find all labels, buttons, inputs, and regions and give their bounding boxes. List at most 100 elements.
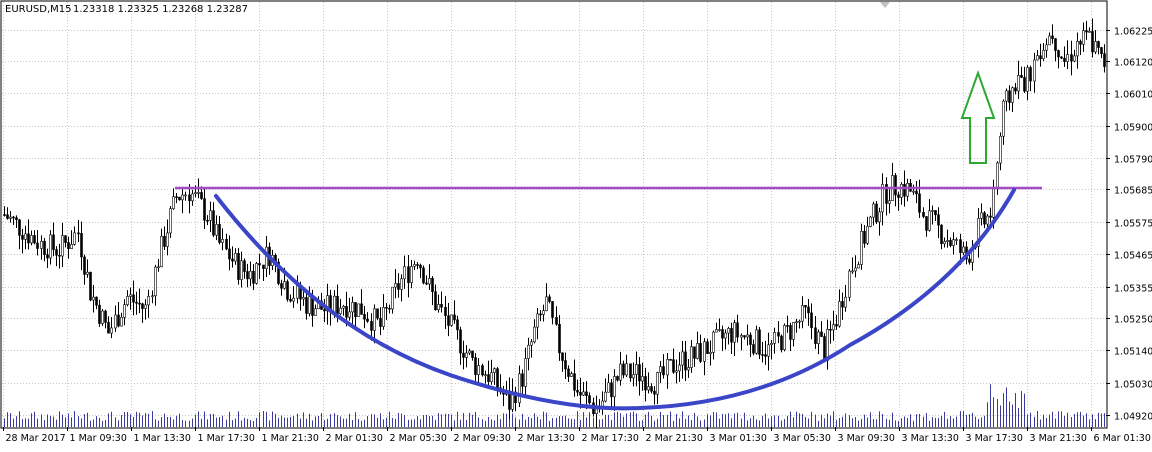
candle-body: [943, 241, 946, 245]
candle-body: [693, 346, 696, 359]
candle-body: [983, 212, 986, 225]
price-axis[interactable]: 1.06225 1.06120 1.06010 1.05900 1.05790 1.056…: [1106, 27, 1152, 423]
candle-body: [536, 313, 539, 328]
candle-body: [696, 343, 699, 359]
candle-body: [123, 304, 126, 318]
candle-body: [579, 391, 582, 396]
candle-body: [1011, 87, 1014, 103]
candle-body: [604, 391, 607, 402]
candle-body: [838, 301, 841, 327]
candle-body: [308, 296, 311, 314]
candle-body: [154, 266, 157, 297]
candle-body: [826, 328, 829, 361]
candle-body: [95, 296, 98, 306]
time-tick-label: 1 Mar 21:30: [262, 433, 319, 444]
candle-body: [703, 341, 706, 362]
candle-body: [255, 263, 258, 284]
candle-body: [462, 352, 465, 358]
candle-body: [348, 311, 351, 318]
candle-body: [518, 373, 521, 404]
candle-body: [1094, 41, 1097, 53]
candle-body: [258, 263, 261, 266]
candle-body: [1085, 30, 1088, 33]
candle-body: [699, 343, 702, 362]
candle-body: [151, 295, 154, 298]
candle-body: [379, 317, 382, 327]
candle-body: [681, 351, 684, 366]
candle-body: [848, 270, 851, 298]
candle-body: [1017, 75, 1020, 92]
candle-body: [181, 194, 184, 201]
candle-body: [92, 296, 95, 301]
candle-body: [1002, 100, 1005, 137]
candle-body: [810, 312, 813, 329]
candle-body: [521, 373, 524, 387]
time-tick-label: 2 Mar 09:30: [454, 433, 511, 444]
candle-body: [228, 248, 231, 260]
candle-body: [607, 382, 610, 393]
candle-body: [373, 308, 376, 331]
candle-body: [292, 297, 295, 302]
candle-body: [817, 331, 820, 344]
chart-shift-marker-icon[interactable]: [880, 2, 890, 8]
candle-body: [366, 318, 369, 322]
candle-body: [715, 329, 718, 333]
price-tick-label: 1.06010: [1114, 90, 1152, 101]
candle-body: [743, 335, 746, 338]
candle-body: [144, 304, 147, 309]
candle-body: [844, 296, 847, 308]
candle-body: [231, 258, 234, 262]
candle-body: [662, 366, 665, 376]
candle-body: [1045, 44, 1048, 51]
candle-body: [425, 282, 428, 285]
candle-body: [841, 301, 844, 308]
candle-body: [46, 254, 49, 259]
candle-body: [400, 278, 403, 290]
candle-body: [804, 305, 807, 308]
candle-body: [86, 271, 89, 275]
candle-body: [588, 395, 591, 404]
candle-body: [296, 284, 299, 299]
candle-body: [407, 266, 410, 284]
candle-body: [487, 374, 490, 382]
candle-body: [1008, 90, 1011, 103]
candle-body: [641, 376, 644, 382]
candle-body: [77, 232, 80, 235]
candle-body: [1063, 57, 1066, 62]
time-tick-label: 2 Mar 13:30: [518, 433, 575, 444]
candle-body: [968, 258, 971, 263]
candle-body: [166, 232, 169, 247]
time-tick-label: 28 Mar 2017: [6, 433, 66, 444]
candle-body: [465, 352, 468, 358]
candle-body: [709, 352, 712, 355]
candle-body: [820, 331, 823, 337]
candle-body: [801, 305, 804, 322]
candle-body: [678, 364, 681, 372]
candle-body: [110, 327, 113, 334]
candle-body: [107, 322, 110, 334]
candle-body: [666, 359, 669, 376]
candle-body: [860, 230, 863, 265]
candle-body: [952, 239, 955, 246]
candle-body: [277, 261, 280, 284]
candle-body: [1103, 53, 1106, 67]
candle-body: [101, 310, 104, 324]
candle-body: [493, 368, 496, 373]
candle-body: [64, 235, 67, 243]
candle-body: [897, 194, 900, 198]
candle-body: [1023, 77, 1026, 92]
time-axis[interactable]: 28 Mar 2017 1 Mar 09:30 1 Mar 13:30 1 Mar 1…: [3, 427, 1151, 444]
candle-body: [545, 296, 548, 312]
price-tick-label: 1.05685: [1114, 186, 1152, 197]
candle-body: [940, 224, 943, 245]
candle-body: [789, 325, 792, 340]
candle-body: [471, 350, 474, 358]
candle-body: [203, 198, 206, 221]
candle-body: [314, 308, 317, 316]
candle-body: [172, 196, 175, 209]
candle-body: [955, 239, 958, 241]
candle-body: [24, 233, 27, 240]
candle-body: [1054, 38, 1057, 51]
